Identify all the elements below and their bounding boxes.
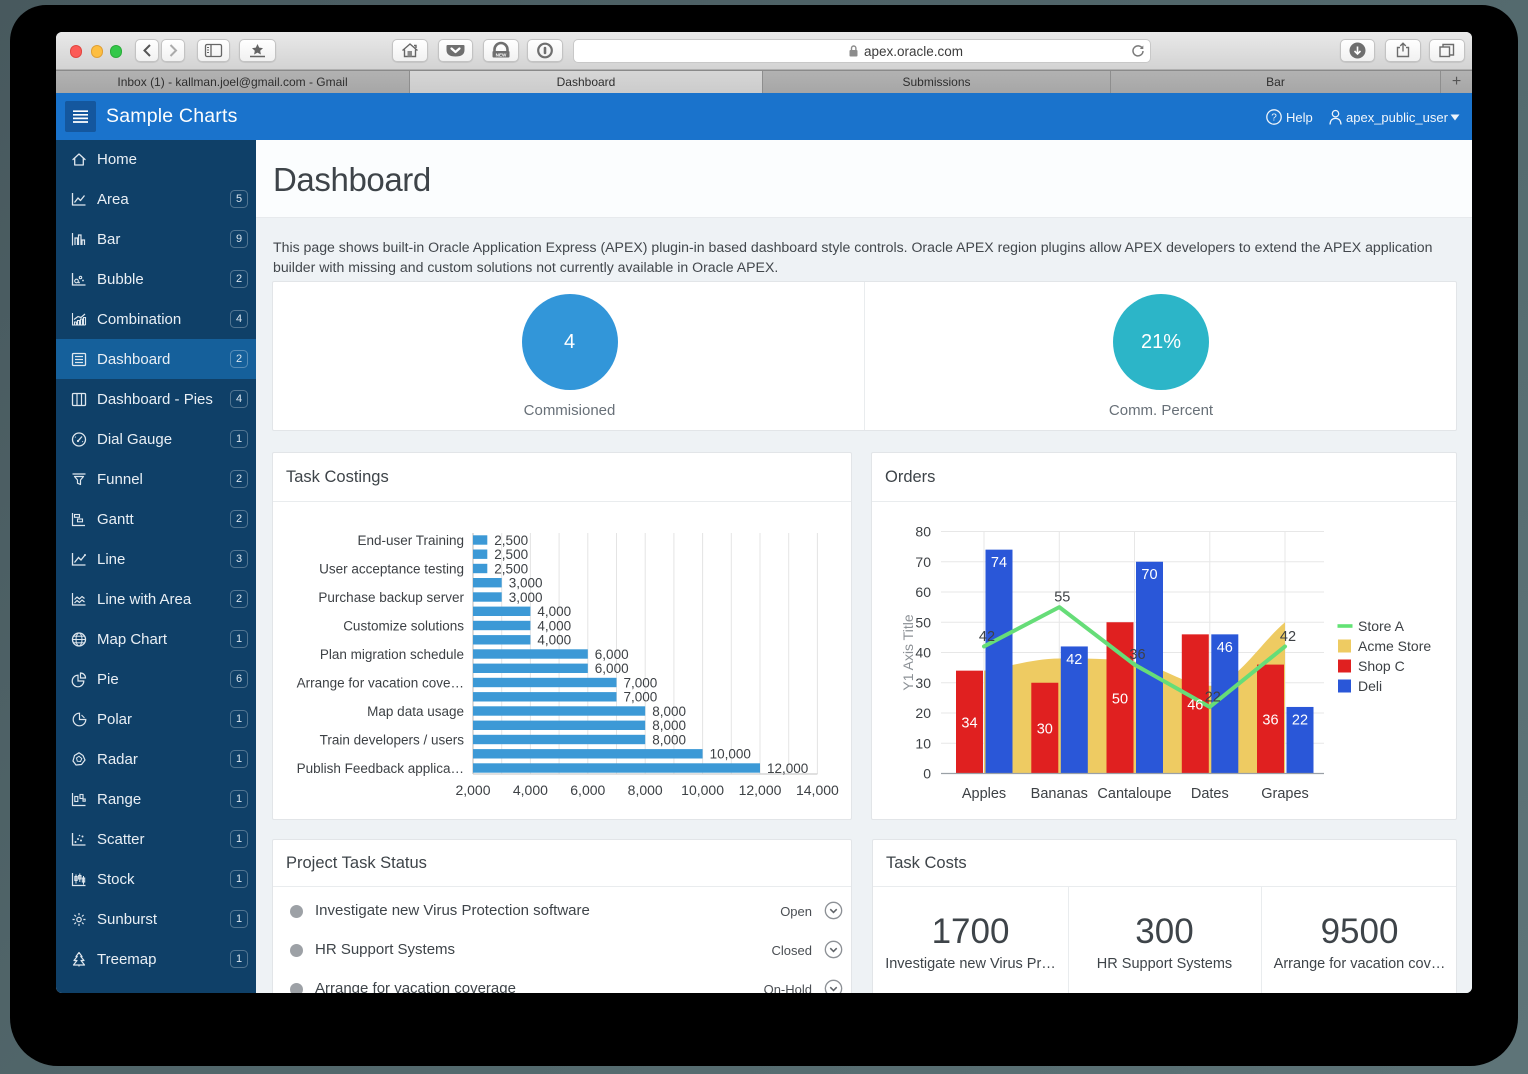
svg-text:?: ? [1271,113,1277,124]
svg-text:User acceptance testing: User acceptance testing [319,561,464,576]
svg-text:8,000: 8,000 [652,718,686,733]
svg-text:Customize solutions: Customize solutions [343,618,464,633]
svg-text:10,000: 10,000 [710,747,751,762]
svg-text:70: 70 [915,554,931,570]
svg-text:10: 10 [915,735,931,751]
svg-text:20: 20 [915,705,931,721]
svg-text:8,000: 8,000 [652,704,686,719]
svg-text:Deli: Deli [1358,678,1382,694]
svg-text:10,000: 10,000 [681,782,724,798]
svg-text:36: 36 [1262,713,1278,729]
svg-text:6,000: 6,000 [595,661,629,676]
svg-text:Dates: Dates [1191,786,1229,802]
svg-text:22: 22 [1205,689,1221,705]
svg-text:End-user Training: End-user Training [357,533,464,548]
svg-text:4,000: 4,000 [537,604,571,619]
svg-text:30: 30 [1037,722,1053,738]
svg-text:46: 46 [1217,640,1233,656]
svg-text:Train developers / users: Train developers / users [320,732,465,747]
svg-text:Purchase backup server: Purchase backup server [318,590,464,605]
svg-text:Store A: Store A [1358,618,1405,634]
svg-text:Map data usage: Map data usage [367,704,464,719]
svg-text:7,000: 7,000 [624,690,658,705]
svg-text:3,000: 3,000 [509,576,543,591]
svg-text:Plan migration schedule: Plan migration schedule [320,647,464,662]
svg-text:42: 42 [1066,652,1082,668]
svg-text:Cantaloupe: Cantaloupe [1097,786,1171,802]
svg-text:80: 80 [915,524,931,540]
svg-text:42: 42 [979,629,995,645]
svg-text:3,000: 3,000 [509,590,543,605]
svg-text:70: 70 [1141,567,1157,583]
svg-text:34: 34 [961,716,977,732]
svg-text:50: 50 [1112,691,1128,707]
svg-text:4,000: 4,000 [513,782,548,798]
svg-text:Publish Feedback applica…: Publish Feedback applica… [297,761,464,776]
svg-text:74: 74 [991,555,1007,571]
svg-text:2,000: 2,000 [455,782,490,798]
svg-text:Acme Store: Acme Store [1358,638,1431,654]
svg-text:Shop C: Shop C [1358,658,1405,674]
svg-text:4,000: 4,000 [537,618,571,633]
svg-text:Arrange for vacation cove…: Arrange for vacation cove… [297,675,464,690]
svg-text:7,000: 7,000 [624,675,658,690]
svg-text:42: 42 [1280,629,1296,645]
svg-text:40: 40 [915,645,931,661]
svg-text:Apples: Apples [962,786,1006,802]
svg-text:14,000: 14,000 [796,782,839,798]
svg-text:6,000: 6,000 [570,782,605,798]
svg-text:6,000: 6,000 [595,647,629,662]
svg-text:NEW: NEW [496,52,507,57]
svg-text:22: 22 [1292,712,1308,728]
svg-text:Grapes: Grapes [1261,786,1309,802]
svg-text:2,500: 2,500 [494,533,528,548]
svg-text:Bananas: Bananas [1031,786,1088,802]
svg-text:0: 0 [923,766,931,782]
svg-text:2,500: 2,500 [494,547,528,562]
svg-text:60: 60 [915,584,931,600]
svg-text:46: 46 [1187,697,1203,713]
svg-text:50: 50 [915,614,931,630]
svg-text:8,000: 8,000 [628,782,663,798]
svg-text:Y1 Axis Title: Y1 Axis Title [900,614,916,690]
svg-text:12,000: 12,000 [767,761,808,776]
svg-text:55: 55 [1054,590,1070,606]
svg-text:8,000: 8,000 [652,732,686,747]
svg-text:36: 36 [1129,647,1145,663]
svg-text:4,000: 4,000 [537,633,571,648]
svg-text:12,000: 12,000 [739,782,782,798]
svg-text:2,500: 2,500 [494,561,528,576]
svg-text:30: 30 [915,675,931,691]
